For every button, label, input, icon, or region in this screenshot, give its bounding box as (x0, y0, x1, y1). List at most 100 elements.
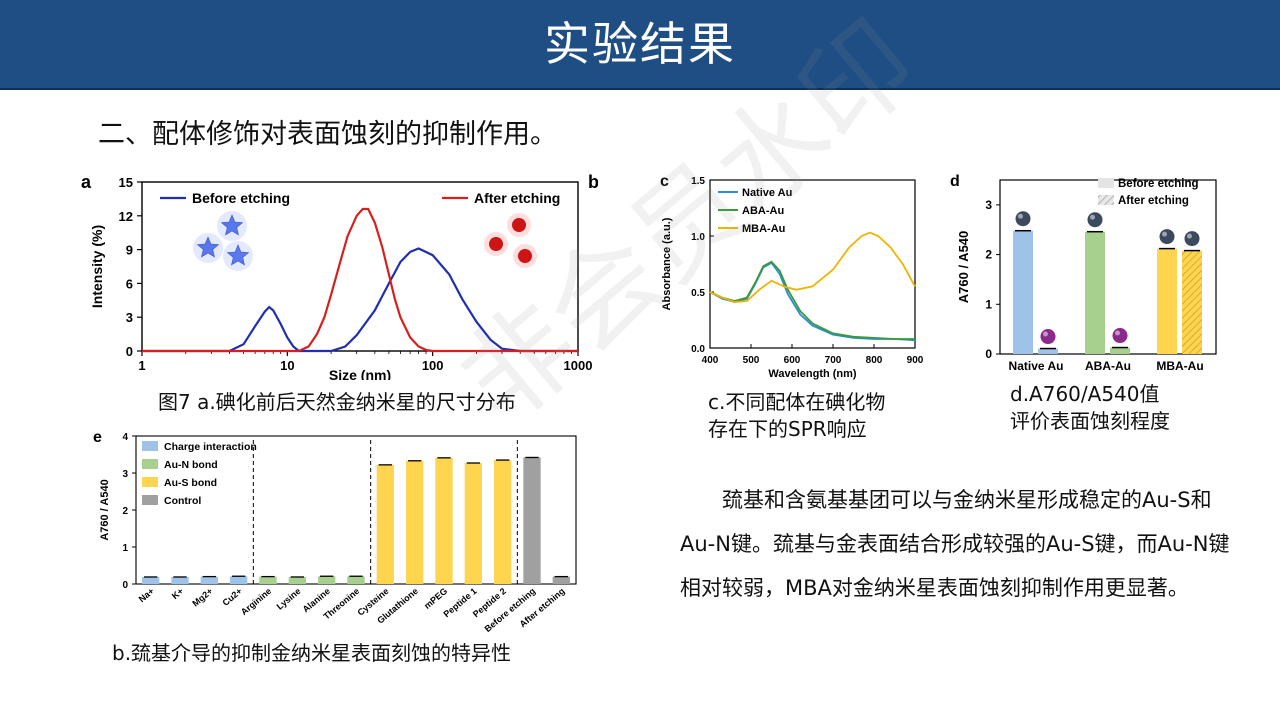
series-line (709, 261, 916, 342)
legend-label: After etching (1118, 195, 1189, 207)
star-icon (220, 214, 244, 236)
y-axis-label: A760 / A540 (956, 231, 971, 304)
x-tick-label: Native Au (1009, 359, 1064, 373)
x-tick-label: MBA-Au (1156, 359, 1203, 373)
legend-label: ABA-Au (742, 205, 784, 217)
series-line-after (142, 207, 578, 353)
bar (406, 460, 424, 584)
series-line (709, 260, 915, 340)
nanoparticle-shine (1115, 330, 1120, 336)
nanoparticle-icon (1184, 231, 1200, 247)
nanoparticle-shine (1018, 213, 1023, 219)
page-title: 实验结果 (544, 17, 736, 71)
x-tick-label: Cu2+ (220, 586, 243, 608)
bar (142, 576, 160, 584)
nanoparticle-shine (1090, 214, 1095, 220)
y-tick-label: 1.5 (691, 176, 705, 187)
caption-fig-c-1: c.不同配体在碘化物 (708, 390, 886, 414)
bar (435, 457, 453, 584)
chart-e-specificity: e 0 1 2 3 4 A760 / A540 Na+ K+ Mg2+ Cu2+Arginine L… (93, 429, 577, 634)
y-tick-label: 3 (126, 310, 133, 325)
nanoparticle-shine (1162, 231, 1167, 237)
caption-fig-d-1: d.A760/A540值 (1010, 382, 1160, 406)
nanoparticle-icon (1040, 329, 1056, 345)
x-tick-label: ABA-Au (1085, 359, 1131, 373)
bar (523, 457, 541, 584)
bar-before (1157, 248, 1177, 354)
panel-label-a: a (81, 172, 92, 192)
x-tick-label: 800 (866, 355, 883, 366)
sphere-icon (489, 237, 503, 251)
y-tick-label: 1.0 (691, 232, 705, 243)
nanoparticle-shine (1187, 233, 1192, 239)
caption-fig-d-2: 评价表面蚀刻程度 (1010, 409, 1170, 433)
x-tick-label: Before etching (483, 586, 538, 634)
y-tick-label: 0 (126, 344, 133, 359)
legend-swatch (1098, 178, 1114, 188)
chart-c-spr-response: c 0.0 0.5 1.0 1.5 400 500 600 700 800 900 Waveleng… (660, 173, 924, 380)
series-line-before (142, 247, 578, 353)
bar (288, 576, 306, 584)
x-tick-label: Arginine (239, 586, 273, 617)
plot-frame (709, 179, 916, 349)
panel-label-d: d (950, 173, 960, 190)
plot-frame (141, 181, 579, 352)
x-tick-label: K+ (170, 586, 185, 601)
nanoparticle-shine (1043, 331, 1048, 337)
nanoparticle-icon (1112, 328, 1128, 344)
bar (200, 576, 218, 584)
y-tick-label: 3 (122, 469, 128, 480)
y-tick-label: 3 (985, 198, 992, 212)
legend-swatch (142, 441, 158, 451)
y-tick-label: 1 (122, 543, 128, 554)
series-line (709, 231, 916, 304)
x-tick-label: 700 (825, 355, 842, 366)
nanoparticle-icon (1087, 212, 1103, 228)
star-icon (226, 244, 250, 266)
bar-before (1013, 230, 1033, 354)
y-tick-label: 4 (122, 432, 128, 443)
nanoparticle-icon (1159, 229, 1175, 245)
bar (552, 576, 570, 584)
legend-label: Before etching (192, 190, 290, 206)
x-axis-label: Size (nm) (329, 367, 391, 380)
legend-label: Au-N bond (164, 459, 218, 471)
chart-a-size-distribution: a b 0 3 6 9 12 15 1 10 100 1000 Size (nm) Intensity… (81, 172, 598, 380)
bar (259, 576, 277, 584)
x-tick-label: 600 (784, 355, 801, 366)
legend-label: Control (164, 495, 201, 507)
legend-label: After etching (474, 190, 560, 206)
y-tick-label: 9 (126, 243, 133, 258)
legend-label: Native Au (742, 187, 792, 199)
chart-d-absorbance-ratio: d 0 1 2 3 A760 / A540 Native Au ABA-Au MBA-Au Be… (950, 173, 1217, 373)
bar (464, 463, 482, 584)
caption-fig-a: 图7 a.碘化前后天然金纳米星的尺寸分布 (158, 390, 516, 414)
y-tick-label: 6 (126, 276, 133, 291)
bar (347, 576, 365, 584)
x-tick-label: 400 (702, 355, 719, 366)
section-heading: 二、配体修饰对表面蚀刻的抑制作用。 (98, 119, 557, 150)
bar-after (1038, 348, 1058, 354)
body-paragraph: 巯基和含氨基基团可以与金纳米星形成稳定的Au-S和Au-N键。巯基与金表面结合形… (680, 488, 1230, 600)
x-tick-label: 1000 (564, 358, 593, 373)
y-tick-label: 12 (119, 209, 133, 224)
legend-swatch (142, 477, 158, 487)
panel-label-c: c (660, 173, 669, 190)
nanostar-illustrations (193, 211, 537, 271)
y-tick-label: 15 (119, 175, 133, 190)
bar (230, 576, 248, 584)
x-tick-label: mPEG (422, 586, 449, 611)
bar-after (1182, 250, 1202, 354)
legend-swatch (1098, 195, 1114, 205)
legend-label: MBA-Au (742, 223, 785, 235)
sphere-icon (512, 218, 526, 232)
x-tick-label: Lysine (275, 586, 303, 612)
legend-swatch (142, 459, 158, 469)
panel-label-e: e (93, 429, 102, 446)
x-tick-label: Na+ (137, 586, 156, 604)
x-axis-label: Wavelength (nm) (768, 368, 857, 380)
y-axis-label: A760 / A540 (99, 479, 111, 540)
y-tick-label: 2 (122, 506, 128, 517)
x-tick-label: 10 (280, 358, 294, 373)
y-tick-label: 0 (985, 347, 992, 361)
